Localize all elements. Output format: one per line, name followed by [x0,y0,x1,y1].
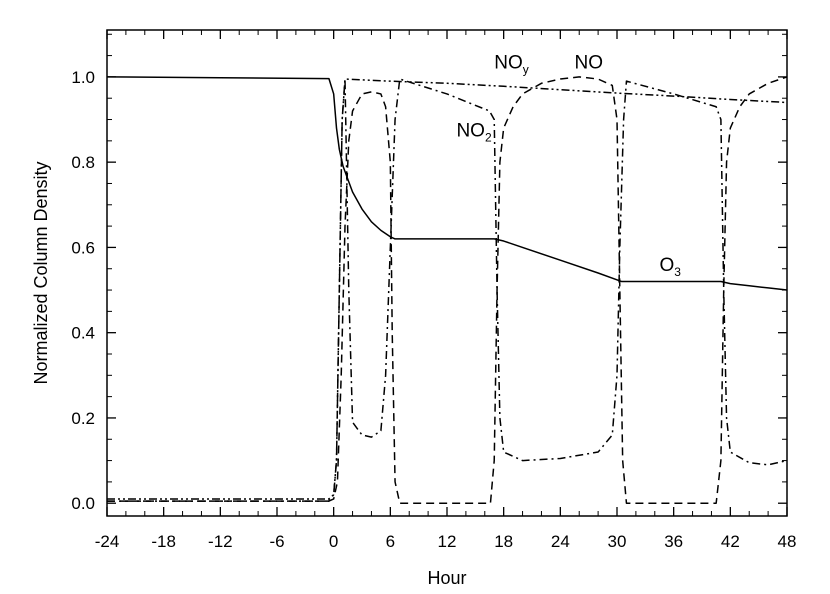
x-tick-label: -6 [269,532,284,551]
x-tick-label: 36 [664,532,683,551]
x-tick-label: 24 [551,532,570,551]
x-tick-label: 48 [778,532,797,551]
y-tick-label: 0.6 [71,238,95,257]
series-line-o3 [106,76,788,291]
x-axis-label: Hour [427,568,466,588]
y-tick-label: 0.2 [71,409,95,428]
annotation-o3: O3 [660,255,682,279]
x-tick-label: -24 [95,532,120,551]
y-tick-label: 0.0 [71,494,95,513]
x-tick-label: -18 [151,532,176,551]
x-tick-label: 18 [494,532,513,551]
annotation-no2: NO2 [456,121,492,145]
x-tick-label: 0 [329,532,338,551]
plot-frame [106,29,788,517]
x-tick-label: 12 [438,532,457,551]
series-lines [106,76,788,504]
y-tick-label: 1.0 [71,68,95,87]
series-line-no2 [107,78,788,502]
annotation-noy: NOy [494,52,529,76]
series-annotations: NOy NO NO2 O3 [456,52,681,278]
y-tick-label: 0.8 [71,153,95,172]
y-axis-label: Normalized Column Density [31,161,51,384]
y-tick-label: 0.4 [71,324,95,343]
tick-marks [106,30,788,516]
x-tick-label: 42 [721,532,740,551]
tick-labels: -24 -18 -12 -6 0 6 12 18 24 30 36 42 48 0.0 0.2 0.4 0.6 0… [71,68,796,551]
series-line-no [107,76,788,504]
x-tick-label: 30 [608,532,627,551]
x-tick-label: 6 [386,532,395,551]
annotation-no: NO [575,52,604,73]
x-tick-label: -12 [208,532,233,551]
